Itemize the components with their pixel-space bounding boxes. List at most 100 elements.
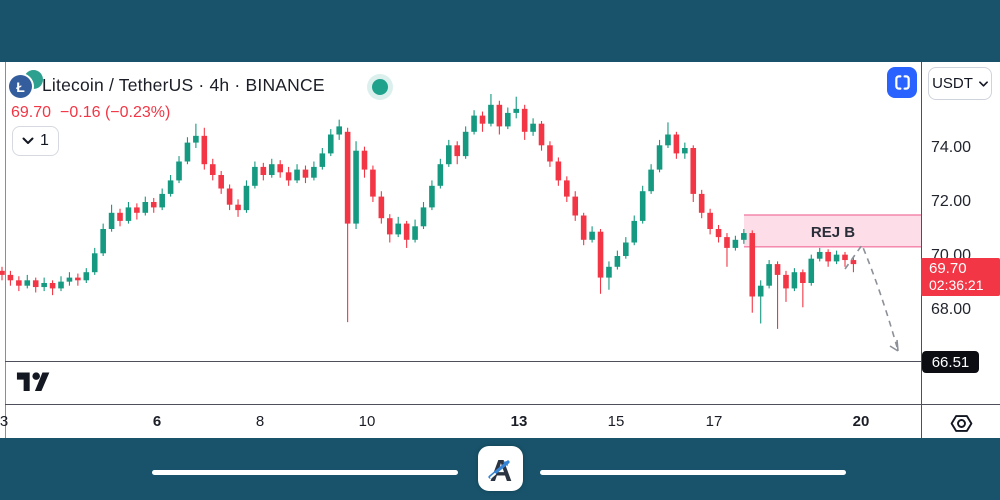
candle-body xyxy=(66,277,73,282)
candle-body xyxy=(294,169,300,181)
candle-body xyxy=(707,212,713,229)
symbol-title[interactable]: Litecoin / TetherUS · 4h · BINANCE xyxy=(42,75,325,95)
app-logo-button[interactable]: A xyxy=(478,446,523,491)
candle-body xyxy=(572,196,579,216)
candle-body xyxy=(766,264,772,286)
candle-body xyxy=(117,212,123,221)
time-tick: 8 xyxy=(255,413,265,430)
current-price-value: 69.70 xyxy=(929,260,967,277)
candle-body xyxy=(0,270,5,275)
pane-separator-line xyxy=(5,361,921,362)
candle-body xyxy=(159,193,165,208)
price-tick: 68.00 xyxy=(931,301,972,318)
candle-body xyxy=(218,175,224,189)
fullscreen-icon xyxy=(894,75,910,90)
candle-body xyxy=(690,148,697,194)
candle-body xyxy=(327,134,334,154)
candle-body xyxy=(808,258,815,283)
candle-body xyxy=(479,115,486,124)
candle-body xyxy=(91,253,98,273)
candle-body xyxy=(454,145,461,157)
candle-body xyxy=(462,131,469,157)
candle-body xyxy=(277,164,283,173)
candle-body xyxy=(698,193,705,213)
candle-body xyxy=(791,272,798,289)
candle-body xyxy=(24,280,31,286)
candle-body xyxy=(445,145,452,165)
candle-body xyxy=(656,145,663,170)
candle-body xyxy=(386,218,393,235)
candle-body xyxy=(488,104,494,124)
candle-body xyxy=(800,272,806,283)
candle-body xyxy=(41,283,47,288)
candle-body xyxy=(623,242,629,256)
candlestick-chart[interactable]: REJ B xyxy=(0,62,921,361)
nav-forward-gesture-line[interactable] xyxy=(540,470,846,475)
candle-body xyxy=(16,280,22,286)
projection-arrow xyxy=(844,243,898,348)
time-tick: 20 xyxy=(852,413,870,430)
candle-body xyxy=(252,166,258,186)
candle-body xyxy=(83,272,90,281)
chart-left-border xyxy=(5,62,6,438)
last-price: 69.70 xyxy=(11,104,52,121)
candle-body xyxy=(193,135,199,143)
candle-body xyxy=(150,202,157,208)
candle-body xyxy=(395,223,402,235)
svg-text:A: A xyxy=(489,453,511,487)
interval-button[interactable]: 1 xyxy=(12,126,59,156)
candle-body xyxy=(176,161,182,181)
candle-body xyxy=(319,153,326,167)
chevron-down-icon xyxy=(979,80,988,87)
candle-body xyxy=(471,115,477,132)
candle-body xyxy=(842,254,848,261)
rejection-zone[interactable] xyxy=(744,214,921,247)
candle-body xyxy=(538,123,545,146)
candle-body xyxy=(606,266,612,278)
quote-currency-label: USDT xyxy=(932,75,973,92)
candle-body xyxy=(125,207,132,221)
time-axis[interactable]: 3 6 8 10 13 15 17 20 xyxy=(0,405,1000,438)
pair-logo[interactable]: Ł xyxy=(9,70,45,100)
candle-body xyxy=(108,212,115,229)
candle-body xyxy=(268,164,275,175)
candle-body xyxy=(32,280,39,288)
market-status-dot xyxy=(372,79,388,95)
quote-currency-selector[interactable]: USDT xyxy=(928,67,992,100)
litecoin-coin-icon: Ł xyxy=(9,75,32,98)
candle-body xyxy=(774,264,781,275)
price-row: 69.70 −0.16 (−0.23%) xyxy=(11,104,170,122)
candle-body xyxy=(724,237,730,248)
nav-back-gesture-line[interactable] xyxy=(152,470,458,475)
candle-body xyxy=(564,180,570,197)
candle-body xyxy=(732,239,739,248)
candle-body xyxy=(378,196,385,219)
candle-body xyxy=(167,180,174,194)
rejection-zone-label: REJ B xyxy=(811,224,855,241)
projection-arrowhead xyxy=(889,339,899,352)
candle-body xyxy=(370,169,376,197)
candle-body xyxy=(353,150,359,224)
current-price-label: 69.70 02:36:21 xyxy=(921,258,1000,296)
candle-body xyxy=(648,169,654,192)
candle-body xyxy=(741,233,747,240)
candle-body xyxy=(285,172,292,181)
price-change: −0.16 (−0.23%) xyxy=(60,104,171,121)
time-tick: 13 xyxy=(510,413,528,430)
candle-body xyxy=(521,108,528,132)
settings-gear-icon[interactable] xyxy=(948,410,975,437)
candle-body xyxy=(589,231,595,240)
chevron-down-icon xyxy=(22,137,34,144)
price-tick: 72.00 xyxy=(931,193,972,210)
candle-body xyxy=(749,233,756,297)
tradingview-logo[interactable] xyxy=(15,369,54,392)
candle-body xyxy=(49,283,56,289)
candle-body xyxy=(420,207,427,227)
candle-body xyxy=(58,281,64,289)
candle-body xyxy=(226,188,233,205)
fullscreen-button[interactable] xyxy=(887,67,917,98)
candle-body xyxy=(555,161,562,181)
candle-body xyxy=(496,104,503,127)
candle-body xyxy=(437,164,444,186)
